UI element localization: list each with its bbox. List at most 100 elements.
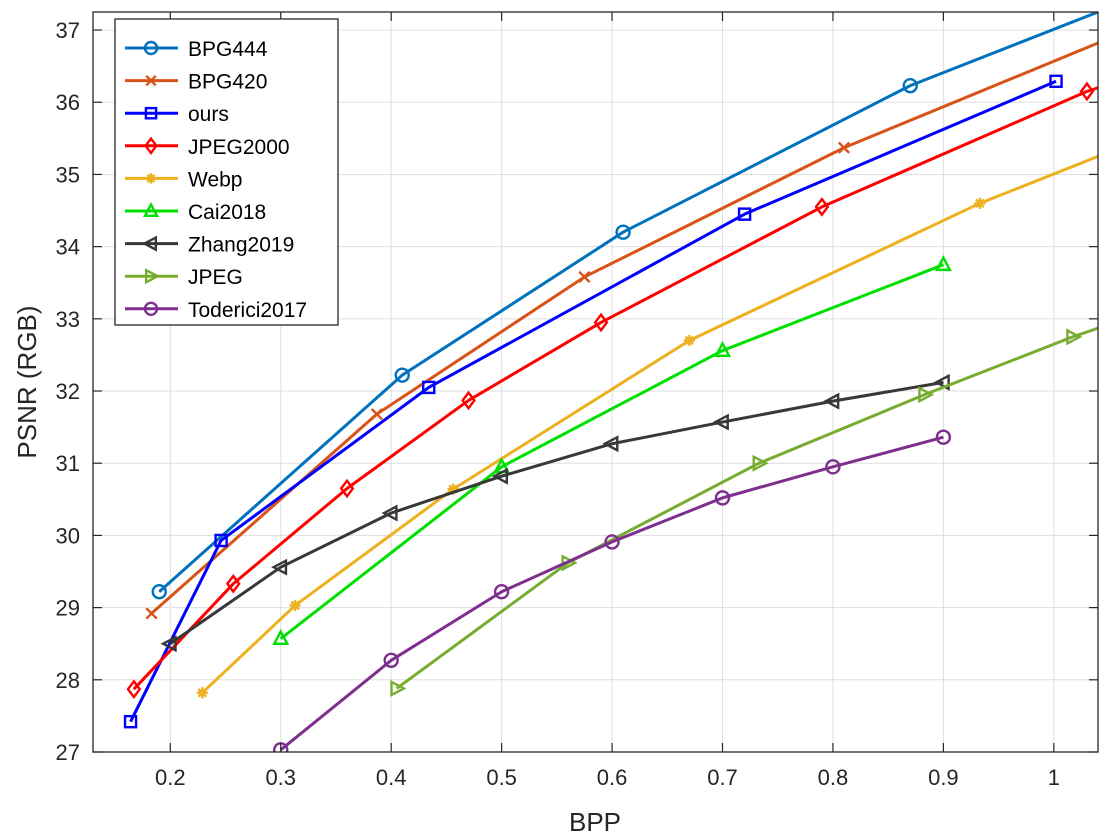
legend-marker [145,173,157,184]
data-point-jpeg2000 [225,573,241,594]
data-point-jpeg2000 [461,390,476,411]
series-webp [196,154,1098,699]
legend-marker [141,235,158,252]
y-tick-label: 35 [56,162,80,187]
legend-item-webp: Webp [125,168,242,191]
legend-marker [143,40,159,56]
x-axis-label: BPP [569,807,621,837]
legend-marker [143,201,159,218]
data-point-webp [196,687,208,699]
x-tick-label: 0.6 [597,765,628,790]
data-point-webp [447,483,459,495]
series-line-jpeg2000 [132,86,1098,691]
legend-marker [144,268,161,285]
legend-item-zhang2019: Zhang2019 [125,234,294,257]
y-tick-label: 32 [56,379,80,404]
series-line-cai2018 [279,263,944,640]
legend-marker [144,106,158,120]
legend-label: Toderici2017 [188,299,307,322]
data-point-jpeg [1066,328,1083,346]
x-tick-label: 0.4 [376,765,407,790]
series-jpeg2000 [126,81,1098,699]
series-line-bpg444 [158,12,1098,593]
data-point-jpeg [752,454,769,472]
data-point-toderici2017 [493,584,510,600]
plot-frame [92,11,1099,753]
data-point-bpg444 [902,77,918,94]
data-point-zhang2019 [491,467,509,485]
legend-item-cai2018: Cai2018 [125,201,266,224]
data-point-toderici2017 [604,534,620,550]
data-point-bpg420 [578,270,591,284]
legend-label: Webp [188,168,242,191]
series-ours [123,74,1063,729]
legend-label: Zhang2019 [188,234,294,257]
data-point-jpeg2000 [814,197,830,217]
x-tick-label: 0.5 [486,765,517,790]
data-point-bpg420 [145,607,158,620]
x-tick-label: 0.7 [707,765,738,790]
y-tick-label: 27 [56,740,80,765]
legend-marker [145,74,157,87]
data-point-zhang2019 [160,635,177,653]
data-point-toderici2017 [825,459,841,475]
data-point-ours [422,380,436,395]
x-tick-label: 1 [1048,765,1060,790]
x-tick-label: 0.9 [928,765,959,790]
legend-item-jpeg2000: JPEG2000 [125,136,290,159]
y-tick-label: 29 [56,596,80,621]
legend-label: BPG444 [188,38,268,61]
data-point-bpg420 [837,141,851,154]
data-point-ours [123,714,138,729]
x-tick-label: 0.2 [155,765,186,790]
axis-ticks: 0.2 0.3 0.4 0.5 0.6 0.7 0.8 0.9 1 27 28 29 30 31 32 33 3… [56,12,1098,790]
x-tick-label: 0.3 [265,765,296,790]
data-point-cai2018 [934,254,952,272]
series-bpg444 [151,12,1098,600]
data-point-ours [737,207,752,221]
y-tick-label: 34 [56,235,80,260]
data-point-webp [683,334,695,347]
legend-item-ours: ours [125,103,229,126]
series-line-webp [201,154,1098,694]
y-axis-label: PSNR (RGB) [12,305,42,458]
data-point-cai2018 [272,628,290,646]
series-zhang2019 [160,373,950,653]
legend-item-toderici2017: Toderici2017 [125,299,307,322]
data-point-zhang2019 [602,435,619,453]
legend-label: BPG420 [188,71,267,94]
data-point-webp [974,197,986,209]
data-point-zhang2019 [381,504,398,522]
legend: BPG444 BPG420 ours JPEG2000 Webp Cai2018 Zhang… [114,18,339,326]
data-point-toderici2017 [935,429,952,445]
legend-marker [144,136,158,156]
data-point-bpg420 [370,408,383,421]
legend-label: JPEG2000 [188,136,290,159]
data-point-jpeg2000 [1079,81,1095,102]
x-tick-label: 0.8 [818,765,849,790]
data-point-webp [289,599,301,611]
data-point-zhang2019 [712,413,729,431]
legend-label: Cai2018 [188,201,266,224]
y-tick-label: 30 [56,523,80,548]
legend-item-bpg420: BPG420 [125,71,267,94]
legend-marker [143,301,159,316]
y-tick-label: 33 [56,307,80,332]
data-point-zhang2019 [933,373,950,391]
data-point-ours [1049,74,1063,89]
data-point-zhang2019 [823,392,840,410]
legend-label: ours [188,103,229,126]
y-tick-label: 31 [56,451,80,476]
series-layer [123,12,1098,752]
y-tick-label: 36 [56,90,80,115]
series-line-ours [129,79,1057,723]
data-point-bpg444 [615,224,631,240]
data-point-cai2018 [714,340,731,357]
data-point-toderici2017 [714,490,731,506]
legend-item-bpg444: BPG444 [125,38,268,61]
legend-item-jpeg: JPEG [125,266,243,289]
data-point-ours [214,533,228,548]
data-point-jpeg [918,386,935,404]
data-point-jpeg2000 [339,478,355,499]
